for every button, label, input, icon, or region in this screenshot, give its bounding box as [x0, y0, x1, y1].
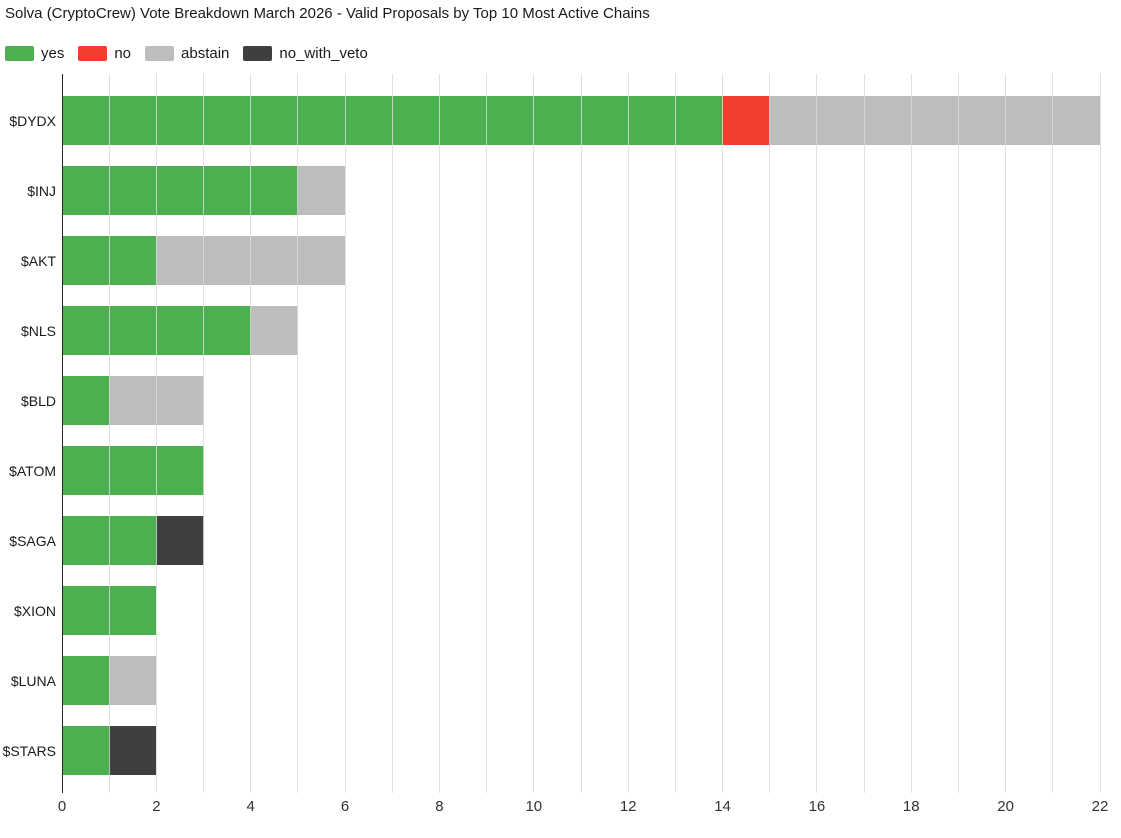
bar-segment-yes-atom	[62, 446, 204, 495]
legend-item-no: no	[78, 45, 131, 62]
x-tick-label-6: 6	[340, 798, 350, 815]
x-tick-label-8: 8	[435, 798, 444, 815]
x-tick-label-4: 4	[246, 798, 255, 815]
y-axis-label-atom: $ATOM	[9, 462, 56, 479]
bar-segment-yes-bld	[62, 376, 110, 425]
y-axis-label-nls: $NLS	[20, 322, 56, 339]
y-axis-label-saga: $SAGA	[9, 532, 56, 549]
legend-swatch-abstain-icon	[145, 46, 175, 61]
y-axis-label-dydx: $DYDX	[9, 112, 56, 129]
gridline-x14	[722, 74, 724, 793]
legend-label-no: no	[114, 45, 132, 62]
legend-item-no_with_veto: no_with_veto	[243, 45, 368, 62]
legend-label-abstain: abstain	[181, 45, 230, 62]
bar-segment-yes-stars	[62, 726, 110, 775]
gridline-x3	[203, 74, 205, 793]
gridline-x2	[155, 74, 157, 793]
gridline-x15	[769, 74, 771, 793]
bar-segment-yes-luna	[62, 656, 110, 705]
x-tick-label-12: 12	[619, 798, 637, 815]
gridline-x22	[1099, 74, 1101, 793]
y-axis-label-akt: $AKT	[20, 252, 56, 269]
gridline-x9	[486, 74, 488, 793]
bar-segment-abstain-dydx	[769, 96, 1100, 145]
legend-label-yes: yes	[41, 45, 65, 62]
gridline-x16	[816, 74, 818, 793]
x-tick-label-0: 0	[57, 798, 67, 815]
bar-segment-abstain-nls	[250, 306, 298, 355]
y-axis-label-bld: $BLD	[20, 392, 56, 409]
gridline-x1	[108, 74, 110, 793]
x-tick-label-18: 18	[902, 798, 920, 815]
gridline-x10	[533, 74, 535, 793]
gridline-x13	[674, 74, 676, 793]
legend: yes no abstain no_with_veto	[5, 45, 382, 62]
y-axis-label-luna: $LUNA	[10, 672, 56, 689]
legend-label-no_with_veto: no_with_veto	[279, 45, 368, 62]
gridline-x11	[580, 74, 582, 793]
bar-segment-no_with_veto-stars	[109, 726, 157, 775]
gridline-x7	[391, 74, 393, 793]
y-axis-label-stars: $STARS	[2, 742, 56, 759]
legend-swatch-no-icon	[78, 46, 108, 61]
gridline-x12	[627, 74, 629, 793]
bar-segment-abstain-luna	[109, 656, 157, 705]
x-tick-label-2: 2	[152, 798, 161, 815]
bar-segment-no-dydx	[722, 96, 770, 145]
bar-segment-yes-inj	[62, 166, 298, 215]
legend-swatch-no_with_veto-icon	[243, 46, 273, 61]
legend-item-abstain: abstain	[145, 45, 229, 62]
y-axis-label-xion: $XION	[13, 602, 56, 619]
gridline-x20	[1005, 74, 1007, 793]
chart-title: Solva (CryptoCrew) Vote Breakdown March …	[5, 5, 650, 22]
x-tick-label-22: 22	[1091, 798, 1109, 815]
x-tick-label-16: 16	[808, 798, 826, 815]
x-tick-label-14: 14	[714, 798, 731, 815]
x-tick-label-20: 20	[997, 798, 1014, 815]
gridline-x17	[863, 74, 865, 793]
gridline-x4	[250, 74, 252, 793]
gridline-x21	[1052, 74, 1054, 793]
gridline-x19	[957, 74, 959, 793]
y-axis-label-inj: $INJ	[27, 182, 56, 199]
gridline-x5	[297, 74, 299, 793]
legend-item-yes: yes	[5, 45, 64, 62]
bar-segment-no_with_veto-saga	[156, 516, 204, 565]
y-axis-line	[61, 74, 63, 793]
legend-swatch-yes-icon	[5, 46, 34, 61]
gridline-x8	[438, 74, 440, 793]
x-tick-label-10: 10	[525, 798, 543, 815]
gridline-x18	[910, 74, 912, 793]
gridline-x6	[344, 74, 346, 793]
bar-segment-abstain-inj	[297, 166, 346, 215]
